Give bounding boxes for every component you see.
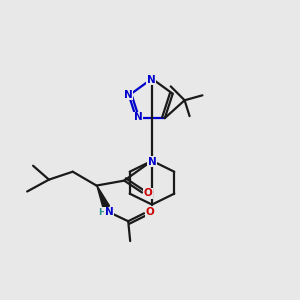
Text: N: N [124,90,133,100]
Text: N: N [148,157,156,167]
Text: O: O [144,188,152,199]
Polygon shape [97,185,110,209]
Text: N: N [105,207,114,217]
Text: N: N [134,112,142,122]
Text: O: O [146,207,154,217]
Text: H: H [98,208,105,217]
Text: N: N [147,75,155,85]
